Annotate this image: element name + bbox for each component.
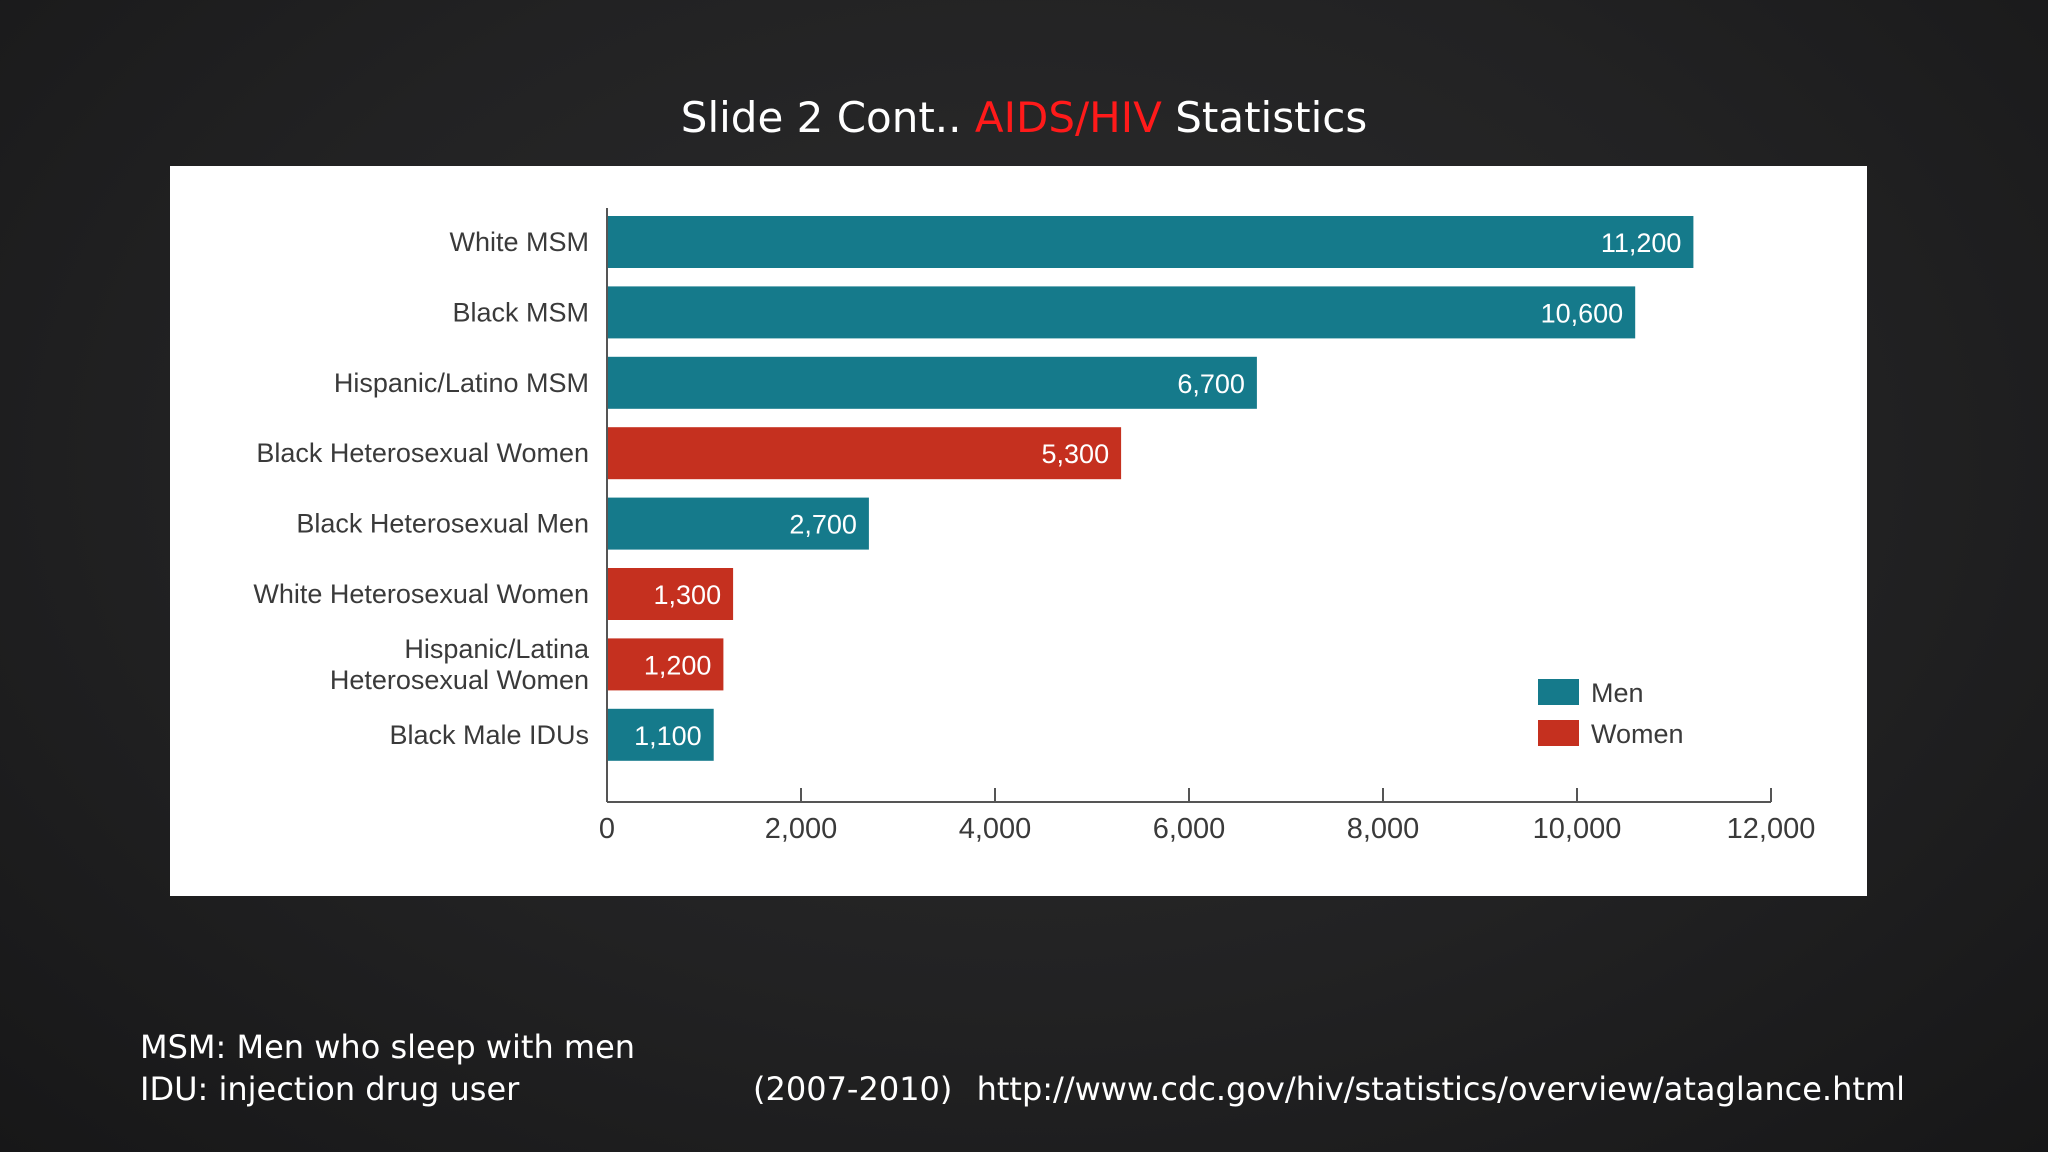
category-label: Black MSM [452, 297, 589, 327]
source-period: (2007-2010) [753, 1070, 953, 1108]
slide-title: Slide 2 Cont.. AIDS/HIV Statistics [0, 88, 2048, 148]
bar [607, 638, 724, 691]
legend-swatch [1538, 679, 1579, 705]
bar [607, 356, 1257, 409]
bar-value-label: 2,700 [789, 510, 857, 540]
bar [607, 568, 734, 620]
source-url[interactable]: http://www.cdc.gov/hiv/statistics/overvi… [976, 1070, 1905, 1108]
footnote-msm: MSM: Men who sleep with men [140, 1028, 636, 1066]
bar-value-label: 10,600 [1541, 298, 1624, 328]
category-label: Black Heterosexual Men [296, 509, 589, 539]
chart-panel: 11,200 White MSM 10,600 Black MSM 6,700 Hispa… [170, 166, 1867, 896]
bar-value-label: 1,200 [644, 650, 712, 680]
source-citation: (2007-2010) http://www.cdc.gov/hiv/stati… [753, 1068, 1905, 1110]
category-label: Black Heterosexual Women [256, 438, 589, 468]
category-label: Hispanic/Latino MSM [334, 368, 589, 398]
x-tick-label: 8,000 [1347, 813, 1420, 845]
bar-value-label: 1,100 [634, 721, 702, 751]
bar [607, 286, 1636, 339]
bar [607, 708, 714, 761]
legend-label: Men [1591, 678, 1644, 708]
x-tick-label: 12,000 [1727, 813, 1816, 845]
bar-value-label: 5,300 [1042, 439, 1110, 469]
bar-value-label: 1,300 [654, 580, 722, 610]
x-tick-label: 4,000 [959, 813, 1032, 845]
title-suffix: Statistics [1175, 93, 1368, 142]
legend-swatch [1538, 720, 1579, 746]
bar-value-label: 6,700 [1177, 369, 1245, 399]
title-prefix: Slide 2 Cont.. [680, 93, 962, 142]
category-label: White MSM [449, 227, 589, 257]
bar [607, 497, 869, 550]
hiv-bar-chart: 11,200 White MSM 10,600 Black MSM 6,700 Hispa… [253, 208, 1816, 845]
x-tick-label: 6,000 [1153, 813, 1226, 845]
category-label: Hispanic/Latina [404, 634, 590, 664]
category-label: Black Male IDUs [389, 720, 589, 750]
footnote-idu: IDU: injection drug user [140, 1070, 520, 1108]
legend-label: Women [1591, 719, 1684, 749]
category-label: Heterosexual Women [330, 665, 589, 695]
x-tick-label: 2,000 [765, 813, 838, 845]
x-tick-label: 10,000 [1533, 813, 1622, 845]
footnotes: MSM: Men who sleep with men IDU: injecti… [140, 1026, 635, 1110]
x-tick-label: 0 [599, 813, 615, 845]
bar [607, 427, 1122, 480]
bar [607, 216, 1694, 268]
title-accent: AIDS/HIV [974, 93, 1162, 142]
category-label: White Heterosexual Women [253, 579, 589, 609]
bar-value-label: 11,200 [1601, 228, 1682, 258]
